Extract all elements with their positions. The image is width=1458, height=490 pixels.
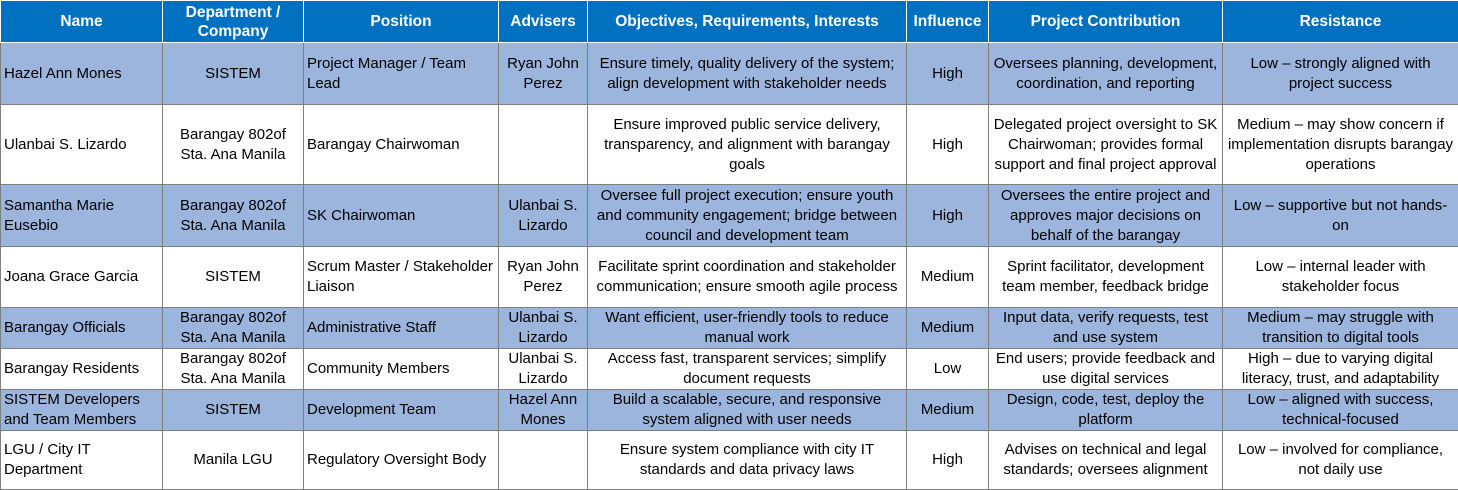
cell-advisers: Ryan John Perez (499, 247, 588, 308)
cell-resistance: Low – aligned with success, technical-fo… (1223, 390, 1458, 431)
cell-name: Barangay Officials (1, 308, 163, 349)
cell-department: SISTEM (163, 247, 304, 308)
cell-position: Community Members (304, 349, 499, 390)
table-row: LGU / City IT Department Manila LGU Regu… (1, 431, 1458, 490)
cell-advisers: Ulanbai S. Lizardo (499, 185, 588, 247)
cell-advisers: Ryan John Perez (499, 43, 588, 105)
cell-resistance: Medium – may show concern if implementat… (1223, 105, 1458, 185)
cell-resistance: Low – involved for compliance, not daily… (1223, 431, 1458, 490)
cell-department: SISTEM (163, 43, 304, 105)
table-row: SISTEM Developers and Team Members SISTE… (1, 390, 1458, 431)
header-contribution: Project Contribution (989, 1, 1223, 43)
cell-position: Barangay Chairwoman (304, 105, 499, 185)
cell-objectives: Access fast, transparent services; simpl… (588, 349, 907, 390)
cell-influence: High (907, 43, 989, 105)
cell-contribution: Oversees the entire project and approves… (989, 185, 1223, 247)
cell-contribution: Design, code, test, deploy the platform (989, 390, 1223, 431)
cell-advisers: Hazel Ann Mones (499, 390, 588, 431)
cell-name: Ulanbai S. Lizardo (1, 105, 163, 185)
cell-advisers (499, 431, 588, 490)
cell-name: Hazel Ann Mones (1, 43, 163, 105)
cell-objectives: Ensure improved public service delivery,… (588, 105, 907, 185)
cell-department: Barangay 802of Sta. Ana Manila (163, 349, 304, 390)
header-department: Department / Company (163, 1, 304, 43)
cell-position: Administrative Staff (304, 308, 499, 349)
cell-department: SISTEM (163, 390, 304, 431)
cell-position: Project Manager / Team Lead (304, 43, 499, 105)
cell-influence: Medium (907, 390, 989, 431)
cell-advisers (499, 105, 588, 185)
cell-objectives: Ensure timely, quality delivery of the s… (588, 43, 907, 105)
table-row: Ulanbai S. Lizardo Barangay 802of Sta. A… (1, 105, 1458, 185)
cell-resistance: High – due to varying digital literacy, … (1223, 349, 1458, 390)
cell-contribution: Delegated project oversight to SK Chairw… (989, 105, 1223, 185)
header-position: Position (304, 1, 499, 43)
table-row: Barangay Officials Barangay 802of Sta. A… (1, 308, 1458, 349)
cell-position: SK Chairwoman (304, 185, 499, 247)
header-row: Name Department / Company Position Advis… (1, 1, 1458, 43)
cell-resistance: Low – supportive but not hands-on (1223, 185, 1458, 247)
table-row: Barangay Residents Barangay 802of Sta. A… (1, 349, 1458, 390)
cell-position: Scrum Master / Stakeholder Liaison (304, 247, 499, 308)
table-row: Joana Grace Garcia SISTEM Scrum Master /… (1, 247, 1458, 308)
cell-influence: High (907, 431, 989, 490)
cell-influence: Medium (907, 308, 989, 349)
cell-resistance: Medium – may struggle with transition to… (1223, 308, 1458, 349)
cell-department: Barangay 802of Sta. Ana Manila (163, 308, 304, 349)
cell-name: Samantha Marie Eusebio (1, 185, 163, 247)
cell-influence: High (907, 185, 989, 247)
cell-objectives: Ensure system compliance with city IT st… (588, 431, 907, 490)
header-name: Name (1, 1, 163, 43)
cell-contribution: Advises on technical and legal standards… (989, 431, 1223, 490)
cell-name: Barangay Residents (1, 349, 163, 390)
cell-department: Manila LGU (163, 431, 304, 490)
cell-influence: High (907, 105, 989, 185)
cell-influence: Medium (907, 247, 989, 308)
cell-position: Development Team (304, 390, 499, 431)
cell-objectives: Facilitate sprint coordination and stake… (588, 247, 907, 308)
cell-influence: Low (907, 349, 989, 390)
cell-contribution: Sprint facilitator, development team mem… (989, 247, 1223, 308)
cell-name: SISTEM Developers and Team Members (1, 390, 163, 431)
cell-resistance: Low – internal leader with stakeholder f… (1223, 247, 1458, 308)
cell-name: LGU / City IT Department (1, 431, 163, 490)
table-row: Hazel Ann Mones SISTEM Project Manager /… (1, 43, 1458, 105)
cell-position: Regulatory Oversight Body (304, 431, 499, 490)
header-resistance: Resistance (1223, 1, 1458, 43)
cell-contribution: Oversees planning, development, coordina… (989, 43, 1223, 105)
cell-objectives: Build a scalable, secure, and responsive… (588, 390, 907, 431)
cell-resistance: Low – strongly aligned with project succ… (1223, 43, 1458, 105)
header-influence: Influence (907, 1, 989, 43)
cell-advisers: Ulanbai S. Lizardo (499, 308, 588, 349)
header-objectives: Objectives, Requirements, Interests (588, 1, 907, 43)
cell-contribution: End users; provide feedback and use digi… (989, 349, 1223, 390)
cell-department: Barangay 802of Sta. Ana Manila (163, 105, 304, 185)
cell-advisers: Ulanbai S. Lizardo (499, 349, 588, 390)
cell-contribution: Input data, verify requests, test and us… (989, 308, 1223, 349)
cell-name: Joana Grace Garcia (1, 247, 163, 308)
cell-department: Barangay 802of Sta. Ana Manila (163, 185, 304, 247)
cell-objectives: Oversee full project execution; ensure y… (588, 185, 907, 247)
cell-objectives: Want efficient, user-friendly tools to r… (588, 308, 907, 349)
header-advisers: Advisers (499, 1, 588, 43)
table-row: Samantha Marie Eusebio Barangay 802of St… (1, 185, 1458, 247)
